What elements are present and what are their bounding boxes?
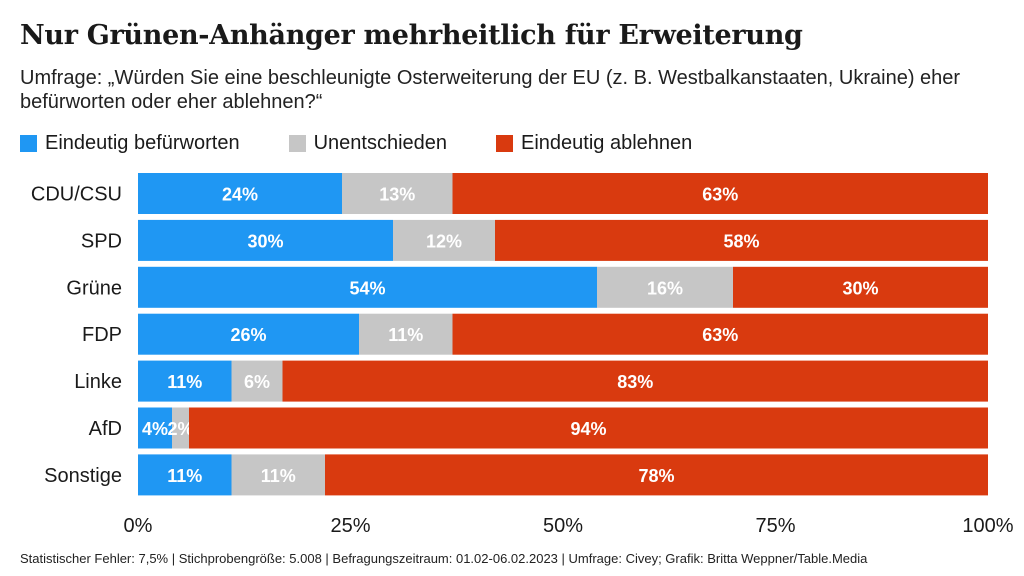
data-label-afd-series-0: 4% bbox=[142, 419, 168, 439]
data-label-spd-series-0: 30% bbox=[247, 231, 283, 251]
bar-gr-ne-series-2 bbox=[733, 266, 988, 308]
bar-spd-series-1 bbox=[393, 219, 495, 261]
category-label-linke: Linke bbox=[74, 371, 122, 393]
bar-sonstige-series-0 bbox=[138, 454, 232, 496]
data-label-cdu-csu-series-2: 63% bbox=[702, 185, 738, 205]
data-label-afd-series-1: 2% bbox=[167, 419, 193, 439]
data-label-afd-series-2: 94% bbox=[570, 419, 606, 439]
legend-item-ablehnen: Eindeutig ablehnen bbox=[496, 132, 692, 155]
bar-sonstige-series-2 bbox=[325, 454, 988, 496]
legend-swatch-ablehnen bbox=[496, 134, 514, 152]
legend: Eindeutig befürworten Unentschieden Eind… bbox=[20, 131, 741, 155]
category-label-cdu-csu: CDU/CSU bbox=[31, 184, 122, 206]
data-label-spd-series-1: 12% bbox=[426, 231, 462, 251]
legend-item-unentschieden: Unentschieden bbox=[288, 131, 448, 155]
bar-cdu-csu-series-0 bbox=[138, 173, 342, 214]
bar-afd-series-2 bbox=[189, 407, 988, 449]
bar-cdu-csu-series-1 bbox=[342, 173, 453, 214]
bar-sonstige-series-1 bbox=[231, 454, 325, 496]
bar-fdp-series-2 bbox=[452, 313, 988, 355]
data-label-fdp-series-0: 26% bbox=[230, 325, 266, 345]
data-label-linke-series-1: 6% bbox=[244, 372, 270, 392]
data-label-cdu-csu-series-0: 24% bbox=[222, 185, 258, 205]
legend-swatch-unentschieden bbox=[288, 134, 306, 152]
data-label-cdu-csu-series-1: 13% bbox=[379, 185, 415, 205]
bar-spd-series-0 bbox=[138, 219, 393, 261]
x-tick-label-0: 0% bbox=[124, 515, 153, 537]
data-label-fdp-series-1: 11% bbox=[388, 325, 423, 345]
legend-label-unentschieden: Unentschieden bbox=[313, 131, 448, 154]
legend-item-befuerworten: Eindeutig befürworten bbox=[20, 132, 240, 155]
category-label-afd: AfD bbox=[89, 418, 122, 440]
category-label-gr-ne: Grüne bbox=[66, 277, 122, 299]
data-label-gr-ne-series-1: 16% bbox=[647, 278, 683, 298]
data-label-gr-ne-series-2: 30% bbox=[842, 278, 878, 298]
bar-afd-series-0 bbox=[138, 407, 172, 449]
chart-title: Nur Grünen-Anhänger mehrheitlich für Erw… bbox=[20, 20, 803, 51]
x-tick-label-3: 75% bbox=[755, 515, 795, 537]
bar-gr-ne-series-0 bbox=[138, 266, 597, 308]
category-label-fdp: FDP bbox=[82, 324, 122, 346]
data-label-linke-series-0: 11% bbox=[167, 372, 202, 392]
bar-cdu-csu-series-2 bbox=[452, 173, 988, 214]
bar-fdp-series-1 bbox=[359, 313, 453, 355]
data-label-gr-ne-series-0: 54% bbox=[349, 278, 385, 298]
data-label-sonstige-series-2: 78% bbox=[638, 466, 674, 486]
legend-swatch-befuerworten bbox=[20, 134, 37, 152]
category-label-spd: SPD bbox=[81, 230, 122, 252]
bar-linke-series-1 bbox=[231, 360, 283, 402]
category-label-sonstige: Sonstige bbox=[44, 465, 122, 487]
bar-linke-series-0 bbox=[138, 360, 232, 402]
footer-source-note: Statistischer Fehler: 7,5% | Stichproben… bbox=[20, 551, 868, 566]
legend-label-ablehnen: Eindeutig ablehnen bbox=[521, 131, 693, 154]
data-label-sonstige-series-1: 11% bbox=[261, 466, 296, 486]
bar-fdp-series-0 bbox=[138, 313, 359, 355]
x-tick-label-2: 50% bbox=[543, 515, 583, 537]
x-tick-label-1: 25% bbox=[330, 515, 370, 537]
data-label-fdp-series-2: 63% bbox=[702, 325, 738, 345]
bar-gr-ne-series-1 bbox=[597, 266, 733, 308]
x-tick-label-4: 100% bbox=[962, 515, 1013, 537]
data-label-linke-series-2: 83% bbox=[617, 372, 653, 392]
bar-afd-series-1 bbox=[172, 407, 189, 449]
data-label-spd-series-2: 58% bbox=[723, 231, 759, 251]
legend-label-befuerworten: Eindeutig befürworten bbox=[45, 131, 240, 154]
chart-subtitle: Umfrage: „Würden Sie eine beschleunigte … bbox=[20, 67, 961, 113]
data-label-sonstige-series-0: 11% bbox=[167, 466, 202, 486]
bar-linke-series-2 bbox=[282, 360, 988, 402]
bar-spd-series-2 bbox=[495, 219, 988, 261]
